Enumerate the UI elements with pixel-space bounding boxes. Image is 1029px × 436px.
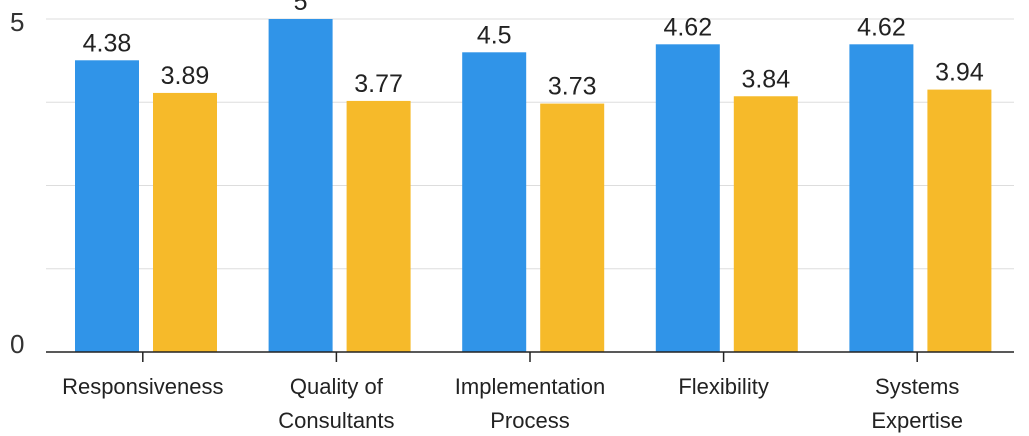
- category-labels: Responsiveness Quality of Consultants Imple…: [62, 374, 963, 433]
- x-tick-label-line: Implementation: [455, 374, 605, 399]
- bar: [849, 44, 914, 353]
- x-axis: [46, 351, 1014, 362]
- x-tick-label-line: Responsiveness: [62, 374, 223, 399]
- data-label: 4.62: [663, 13, 712, 41]
- bar: [927, 89, 992, 352]
- x-tick-label: Systems Expertise: [871, 374, 963, 433]
- x-tick-label-line: Systems: [875, 374, 959, 399]
- x-tick-label-line: Consultants: [278, 408, 394, 433]
- y-axis-ticks: 05: [10, 7, 24, 359]
- data-label: 3.94: [935, 59, 984, 87]
- data-label: 3.89: [161, 62, 210, 90]
- y-tick-label: 0: [10, 329, 24, 359]
- data-label: 3.84: [741, 65, 790, 93]
- value-labels: 4.38 5 4.5 4.62 4.62 3.89 3.77 3.73 3.84 3.94: [83, 0, 984, 101]
- bar: [268, 19, 333, 352]
- x-tick-label: Quality of Consultants: [278, 374, 394, 433]
- x-tick-label: Flexibility: [678, 374, 768, 399]
- x-tick-label: Responsiveness: [62, 374, 223, 399]
- bar: [153, 92, 217, 353]
- x-tick-label-line: Expertise: [871, 408, 963, 433]
- bars: [75, 19, 992, 353]
- bar: [655, 44, 720, 353]
- data-label: 3.73: [548, 73, 597, 101]
- bar: [540, 103, 605, 352]
- x-tick-label-line: Process: [490, 408, 569, 433]
- y-tick-label: 5: [10, 7, 24, 37]
- data-label: 4.5: [477, 21, 512, 49]
- bar: [733, 96, 798, 352]
- bar: [462, 52, 527, 353]
- bar: [75, 60, 139, 353]
- bar: [346, 100, 411, 352]
- data-label: 3.77: [354, 70, 403, 98]
- x-tick-label-line: Flexibility: [678, 374, 768, 399]
- data-label: 5: [294, 0, 308, 16]
- x-tick-label-line: Quality of: [290, 374, 384, 399]
- data-label: 4.38: [83, 29, 132, 57]
- data-label: 4.62: [857, 13, 906, 41]
- x-tick-label: Implementation Process: [455, 374, 605, 433]
